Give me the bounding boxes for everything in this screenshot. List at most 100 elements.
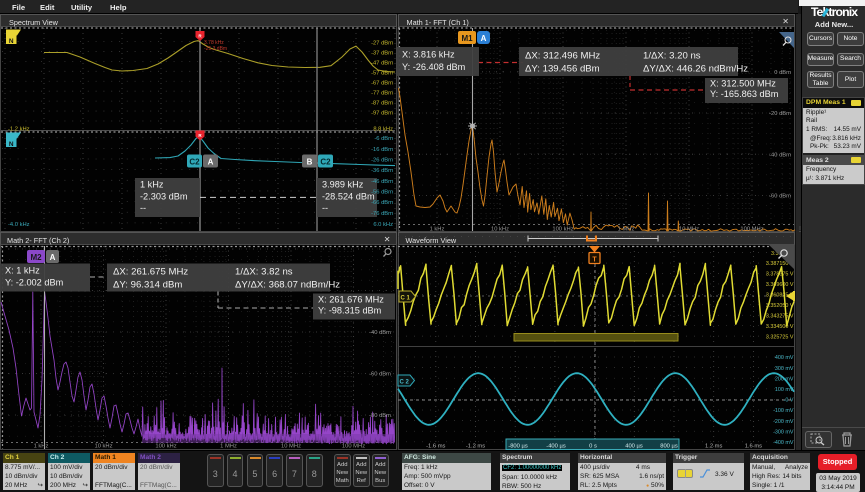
svg-text:ΔY/ΔX: 446.26 ndBm/Hz: ΔY/ΔX: 446.26 ndBm/Hz <box>643 64 748 75</box>
svg-text:X: 1 kHz: X: 1 kHz <box>5 266 40 276</box>
svg-text:10 kHz: 10 kHz <box>491 227 509 233</box>
svg-text:ΔY: 139.456 dBm: ΔY: 139.456 dBm <box>525 64 600 75</box>
svg-text:-1.6 ms: -1.6 ms <box>426 444 445 450</box>
svg-text:--: -- <box>140 203 146 213</box>
svg-text:M2: M2 <box>30 253 42 262</box>
svg-text:8.8 kHz: 8.8 kHz <box>373 127 393 133</box>
svg-text:ΔY/ΔX: 368.07 ndBm/Hz: ΔY/ΔX: 368.07 ndBm/Hz <box>235 280 340 291</box>
svg-text:C2: C2 <box>320 158 331 167</box>
svg-text:-36 dBm: -36 dBm <box>371 168 393 174</box>
svg-text:-28.524 dBm: -28.524 dBm <box>322 191 375 201</box>
svg-text:-4.0 kHz: -4.0 kHz <box>8 222 30 228</box>
svg-text:10 MHz: 10 MHz <box>281 444 301 450</box>
svg-text:400 mV: 400 mV <box>775 355 794 361</box>
svg-text:-76 dBm: -76 dBm <box>371 211 393 217</box>
svg-text:1/ΔX: 3.20 ns: 1/ΔX: 3.20 ns <box>643 51 701 62</box>
svg-text:0 dBm: 0 dBm <box>774 70 791 76</box>
svg-text:3.369600 V: 3.369600 V <box>766 282 794 288</box>
svg-text:T: T <box>592 257 597 264</box>
svg-text:-100 mV: -100 mV <box>773 408 794 414</box>
svg-text:N: N <box>9 38 14 45</box>
svg-text:3.387150 V: 3.387150 V <box>766 261 794 267</box>
svg-text:1.2 ms: 1.2 ms <box>705 444 722 450</box>
svg-text:-87 dBm: -87 dBm <box>371 100 393 106</box>
svg-text:-20 dBm: -20 dBm <box>769 111 791 117</box>
svg-text:N: N <box>9 141 14 148</box>
svg-text:1.6 ms: 1.6 ms <box>745 444 762 450</box>
svg-text:800 µs: 800 µs <box>660 444 678 450</box>
svg-text:A: A <box>50 253 56 262</box>
svg-text:3.334500 V: 3.334500 V <box>766 324 794 330</box>
svg-text:200 mV: 200 mV <box>775 376 794 382</box>
svg-text:3.78 kHz: 3.78 kHz <box>204 40 224 46</box>
svg-text:3.352050 V: 3.352050 V <box>766 303 794 309</box>
svg-text:-300 mV: -300 mV <box>773 429 794 435</box>
svg-text:--: -- <box>322 203 328 213</box>
svg-text:-0 V: -0 V <box>784 398 794 404</box>
svg-text:1 MHz: 1 MHz <box>220 444 237 450</box>
svg-text:3.378375 V: 3.378375 V <box>766 272 794 278</box>
svg-text:-97 dBm: -97 dBm <box>371 110 393 116</box>
svg-text:-40 dBm: -40 dBm <box>769 152 791 158</box>
svg-text:X: 261.676 MHz: X: 261.676 MHz <box>318 295 384 305</box>
svg-text:100 kHz: 100 kHz <box>155 444 176 450</box>
svg-text:ΔX: 312.496 MHz: ΔX: 312.496 MHz <box>525 51 600 62</box>
svg-text:10 MHz: 10 MHz <box>679 227 699 233</box>
svg-text:1 kHz: 1 kHz <box>430 227 445 233</box>
svg-text:100 mV: 100 mV <box>775 387 794 393</box>
svg-text:-60 dBm: -60 dBm <box>769 194 791 200</box>
svg-text:-2.303 dBm: -2.303 dBm <box>140 191 188 201</box>
svg-text:ΔX: 261.675 MHz: ΔX: 261.675 MHz <box>113 267 188 278</box>
svg-text:6.0 kHz: 6.0 kHz <box>373 222 393 228</box>
svg-text:3.343275 V: 3.343275 V <box>766 313 794 319</box>
svg-text:-40 dBm: -40 dBm <box>369 330 391 336</box>
svg-text:100 MHz: 100 MHz <box>740 227 763 233</box>
svg-text:X: 3.816 kHz: X: 3.816 kHz <box>402 50 455 60</box>
svg-text:3.325725 V: 3.325725 V <box>766 334 794 340</box>
svg-text:-1.2 kHz: -1.2 kHz <box>8 127 30 133</box>
svg-text:-16 dBm: -16 dBm <box>371 147 393 153</box>
svg-text:-25.3 dBm: -25.3 dBm <box>204 46 227 52</box>
svg-text:A: A <box>208 158 214 167</box>
svg-text:1 MHz: 1 MHz <box>618 227 635 233</box>
svg-text:-66 dBm: -66 dBm <box>371 200 393 206</box>
svg-text:-80 dBm: -80 dBm <box>369 413 391 419</box>
svg-text:-60 dBm: -60 dBm <box>369 372 391 378</box>
svg-text:R: R <box>198 34 202 39</box>
svg-text:Y: -26.408 dBm: Y: -26.408 dBm <box>402 62 466 72</box>
svg-text:-37 dBm: -37 dBm <box>371 51 393 57</box>
svg-text:0 s: 0 s <box>589 444 597 450</box>
svg-text:100 kHz: 100 kHz <box>552 227 573 233</box>
svg-text:Y: -98.315 dBm: Y: -98.315 dBm <box>318 306 382 316</box>
svg-text:-6 dBm: -6 dBm <box>374 136 393 142</box>
svg-text:3.360825 V: 3.360825 V <box>766 293 794 299</box>
svg-text:-200 mV: -200 mV <box>773 419 794 425</box>
svg-text:-67 dBm: -67 dBm <box>371 80 393 86</box>
svg-text:-400 mV: -400 mV <box>773 440 794 446</box>
svg-text:-800 µs: -800 µs <box>508 444 528 450</box>
svg-text:ΔY: 96.314 dBm: ΔY: 96.314 dBm <box>113 280 182 291</box>
svg-text:C 2: C 2 <box>400 380 410 386</box>
svg-text:M1: M1 <box>461 34 473 43</box>
svg-text:10 kHz: 10 kHz <box>94 444 112 450</box>
svg-text:-56 dBm: -56 dBm <box>371 189 393 195</box>
svg-text:-27 dBm: -27 dBm <box>371 41 393 47</box>
svg-text:C2: C2 <box>189 158 200 167</box>
svg-text:400 µs: 400 µs <box>625 444 643 450</box>
svg-text:R: R <box>198 133 202 138</box>
svg-text:X: 312.500 MHz: X: 312.500 MHz <box>710 79 776 89</box>
svg-text:A: A <box>481 34 487 43</box>
svg-text:B: B <box>307 158 313 167</box>
svg-text:-26 dBm: -26 dBm <box>371 158 393 164</box>
svg-text:C 1: C 1 <box>401 296 411 302</box>
svg-text:Y: -2.002 dBm: Y: -2.002 dBm <box>5 278 64 288</box>
svg-text:300 mV: 300 mV <box>775 366 794 372</box>
svg-text:-46 dBm: -46 dBm <box>371 179 393 185</box>
svg-text:-57 dBm: -57 dBm <box>371 71 393 77</box>
svg-text:3.989 kHz: 3.989 kHz <box>322 180 364 190</box>
svg-text:-77 dBm: -77 dBm <box>371 90 393 96</box>
svg-text:1/ΔX: 3.82 ns: 1/ΔX: 3.82 ns <box>235 267 293 278</box>
svg-text:-47 dBm: -47 dBm <box>371 61 393 67</box>
svg-text:-400 µs: -400 µs <box>546 444 566 450</box>
svg-text:Y: -165.863 dBm: Y: -165.863 dBm <box>710 89 779 99</box>
